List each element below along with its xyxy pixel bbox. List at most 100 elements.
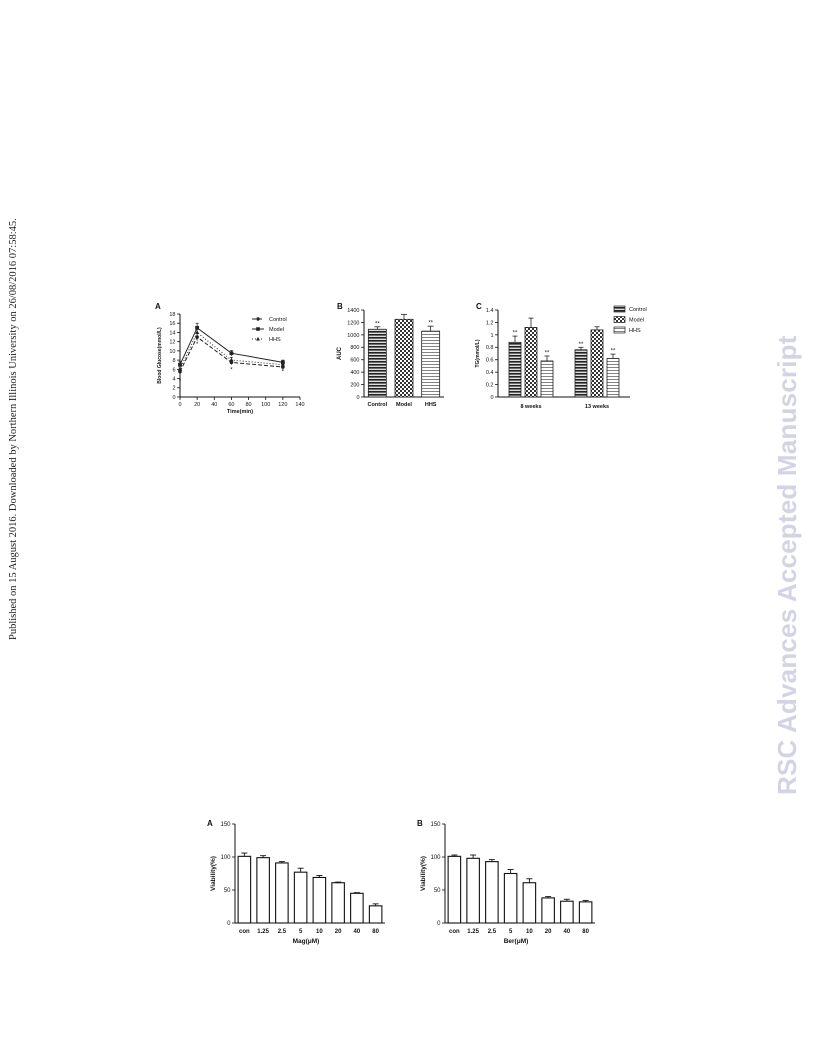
panel-label: B: [337, 302, 343, 311]
a-significance-mark: *: [282, 370, 285, 376]
c-bar-hhs: [540, 360, 554, 398]
b-y-tick-label: 800: [350, 345, 359, 351]
panel-label: A: [207, 819, 213, 828]
a-y-tick-label: 2: [172, 386, 175, 392]
b-bar-model: [394, 318, 414, 398]
b-y-tick-label: 600: [350, 358, 359, 364]
c-bar-hhs: [606, 358, 620, 398]
c-y-axis-label: TG(mmol/L): [475, 339, 481, 367]
a-series-line-model: [179, 327, 283, 365]
c-y-tick-label: 0.4: [486, 370, 494, 376]
ber-bar: [503, 872, 518, 924]
b-x-tick-label: Model: [396, 402, 412, 408]
mag-x-tick-label: 40: [354, 929, 361, 935]
panel-label: C: [476, 302, 482, 311]
a-point-hhs: [229, 357, 234, 362]
ber-bar: [447, 855, 462, 924]
c-legend-swatch: [613, 326, 626, 334]
mag-bar: [237, 855, 252, 924]
ber-bar: [522, 882, 537, 924]
a-x-tick-label: 60: [228, 402, 234, 408]
ber-y-axis-label: Viability(%): [420, 856, 427, 891]
ber-x-axis-label: Ber(μM): [504, 938, 529, 945]
a-point-hhs: [280, 362, 285, 367]
a-x-tick-label: 100: [261, 402, 270, 408]
a-legend-marker: [256, 327, 260, 331]
accepted-manuscript-watermark: RSC Advances Accepted Manuscript: [772, 335, 802, 795]
ber-bar: [560, 900, 574, 924]
c-legend-label: Model: [629, 318, 644, 324]
a-x-tick-label: 20: [194, 402, 200, 408]
figure-panel-b-auc: B 0 200 400 600 800 1000 1200 1400 AUC ** Control Mo…: [337, 302, 444, 408]
c-bar-control: [574, 349, 588, 398]
b-y-tick-label: 1400: [347, 308, 359, 314]
mag-x-tick-label: 20: [335, 929, 342, 935]
mag-bar: [275, 862, 289, 924]
c-significance-mark: **: [545, 350, 550, 356]
b-y-tick-label: 0: [356, 395, 359, 401]
b-significance-mark: **: [375, 321, 380, 327]
c-significance-mark: **: [579, 342, 584, 348]
publication-note: Published on 15 August 2016. Downloaded …: [8, 218, 19, 640]
mag-y-tick-label: 50: [224, 888, 231, 894]
mag-bar: [331, 882, 345, 924]
b-y-axis-label: AUC: [337, 346, 343, 360]
a-legend-label: Control: [269, 317, 287, 323]
panel-label: A: [155, 302, 161, 311]
mag-x-tick-label: 1.25: [257, 929, 269, 935]
c-y-tick-label: 1.4: [486, 308, 494, 314]
a-x-tick-label: 120: [278, 402, 287, 408]
c-y-tick-label: 0: [490, 395, 493, 401]
a-x-tick-label: 140: [295, 402, 304, 408]
a-y-axis-label: Blood Glucose(mmol/L): [157, 327, 163, 384]
panel-label: B: [417, 819, 423, 828]
c-bar-model: [590, 329, 604, 398]
mag-x-tick-label: 10: [316, 929, 323, 935]
c-y-tick-label: 0.6: [486, 358, 494, 364]
b-x-tick-label: HHS: [425, 402, 437, 408]
ber-x-tick-label: 40: [564, 929, 571, 935]
c-x-tick-label: 13 weeks: [585, 404, 609, 410]
b-y-tick-label: 1200: [347, 320, 359, 326]
a-significance-mark: *: [179, 379, 182, 385]
c-significance-mark: **: [513, 331, 518, 337]
mag-x-tick-label: con: [239, 929, 250, 935]
ber-x-tick-label: 80: [582, 929, 589, 935]
mag-y-tick-label: 100: [220, 855, 231, 861]
a-y-tick-label: 8: [172, 358, 175, 364]
a-significance-mark: *: [230, 367, 233, 373]
mag-y-axis-label: Viability(%): [210, 856, 217, 891]
b-bar-control: [367, 328, 387, 398]
ber-bar: [541, 897, 555, 924]
a-y-tick-label: 6: [172, 367, 175, 373]
a-y-tick-label: 4: [172, 376, 175, 382]
ber-x-tick-label: 5: [509, 929, 513, 935]
a-x-tick-label: 80: [246, 402, 252, 408]
a-y-tick-label: 10: [169, 349, 175, 355]
c-y-tick-label: 1: [490, 333, 493, 339]
figure-viability-ber: B 0 50 100 150 Viability(%) con 1.25 2.5 5 10 20 40 8…: [417, 819, 595, 945]
a-y-tick-label: 14: [169, 330, 175, 336]
b-y-tick-label: 200: [350, 382, 359, 388]
mag-x-tick-label: 5: [299, 929, 303, 935]
ber-y-tick-label: 150: [430, 822, 441, 828]
a-y-tick-label: 0: [172, 395, 175, 401]
mag-bar: [350, 892, 364, 924]
c-legend-label: Control: [629, 307, 647, 313]
a-point-hhs: [195, 330, 200, 335]
ber-x-tick-label: con: [449, 929, 460, 935]
b-y-tick-label: 1000: [347, 333, 359, 339]
a-series-line-control: [179, 336, 283, 372]
c-y-tick-label: 1.2: [486, 320, 494, 326]
figure-panel-a-blood-glucose: A 0 2 4 6 8 10 12 14 16 18 0 20 40 60 80 100 120 140 Time(m…: [155, 302, 305, 415]
a-y-tick-label: 18: [169, 312, 175, 318]
a-legend-label: HHS: [269, 337, 281, 343]
figure-viability-mag: A 0 50 100 150 Viability(%) con 1.25 2.5 5 10 20 40 8…: [207, 819, 385, 945]
mag-bar: [368, 905, 383, 924]
a-x-tick-label: 40: [211, 402, 217, 408]
ber-x-tick-label: 2.5: [488, 929, 497, 935]
ber-x-tick-label: 10: [526, 929, 533, 935]
mag-y-tick-label: 150: [220, 822, 231, 828]
ber-x-tick-label: 20: [545, 929, 552, 935]
a-point-model: [229, 351, 234, 356]
